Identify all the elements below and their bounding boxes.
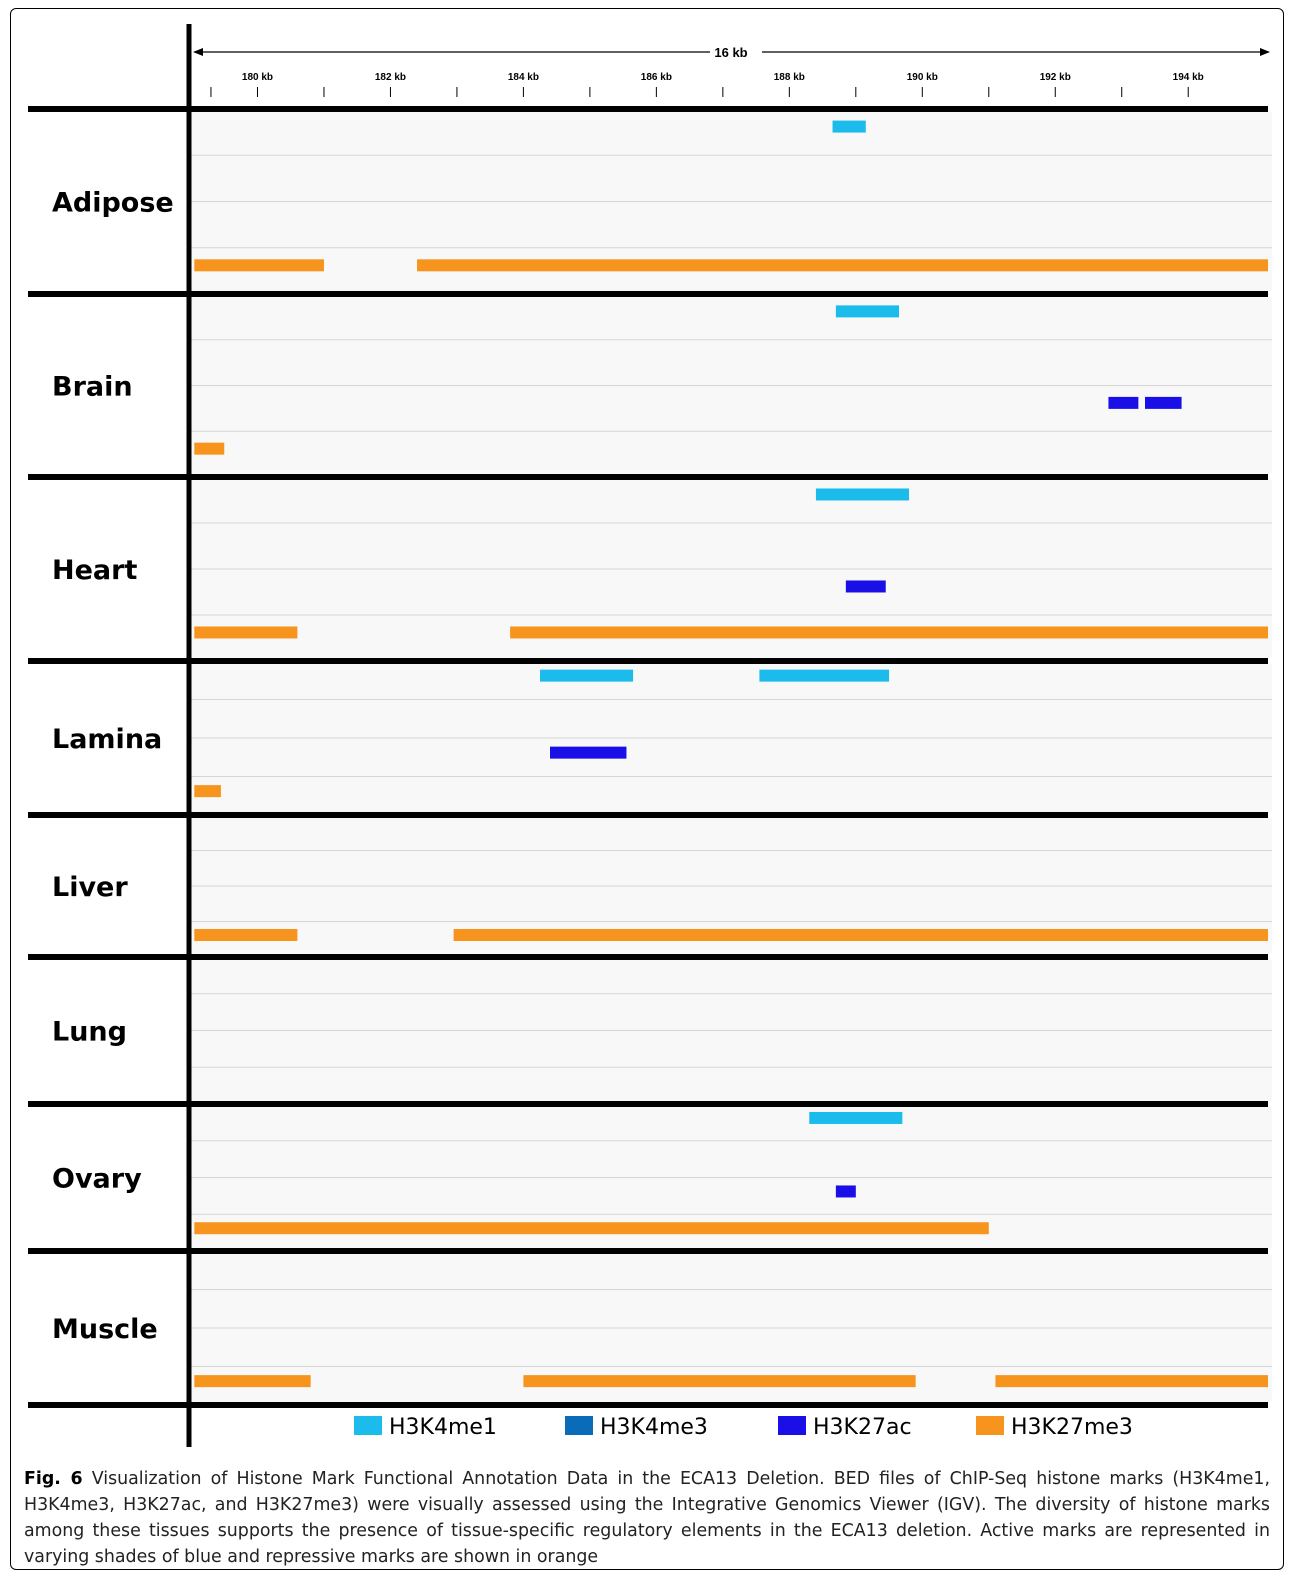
ruler-tick-label: 180 kb (242, 72, 273, 83)
tissue-label: Muscle (52, 1314, 158, 1345)
tissue-label: Ovary (52, 1164, 142, 1195)
ruler-tick-label: 190 kb (907, 72, 938, 83)
figure-caption: Fig. 6 Visualization of Histone Mark Fun… (24, 1466, 1270, 1570)
ruler-tick-label: 188 kb (774, 72, 805, 83)
feature-h3k4me1 (815, 488, 909, 501)
feature-h3k27me3 (194, 928, 298, 941)
legend-label: H3K27ac (813, 1415, 912, 1440)
caption-text: Visualization of Histone Mark Functional… (24, 1469, 1270, 1567)
ruler-tick-label: 194 kb (1173, 72, 1204, 83)
feature-h3k27me3 (194, 626, 298, 639)
ruler-tick-label: 186 kb (641, 72, 672, 83)
feature-h3k27ac (835, 1185, 856, 1198)
histone-track-figure: 16 kb 180 kb 182 kb 184 kb 186 kb 188 kb 190 k… (28, 24, 1272, 1447)
feature-h3k27me3 (194, 1222, 989, 1235)
ruler-tick-label: 192 kb (1040, 72, 1071, 83)
tissue-label: Lung (52, 1017, 127, 1048)
feature-h3k27ac (1108, 396, 1139, 409)
figure-label: Fig. 6 (24, 1469, 83, 1489)
legend-swatch (976, 1416, 1004, 1435)
legend-swatch (565, 1416, 593, 1435)
scale-label: 16 kb (714, 45, 747, 60)
feature-h3k27me3 (194, 1375, 311, 1388)
tissue-label: Liver (52, 872, 128, 903)
feature-h3k4me1 (540, 669, 634, 682)
ruler-tick-label: 184 kb (508, 72, 539, 83)
feature-h3k27me3 (453, 928, 1269, 941)
tissue-label: Lamina (52, 724, 162, 755)
feature-h3k27me3 (417, 259, 1268, 272)
scale-arrow-left (193, 48, 203, 56)
feature-h3k4me1 (759, 669, 890, 682)
feature-h3k27ac (845, 580, 886, 593)
tissue-label: Heart (52, 555, 137, 586)
legend-label: H3K27me3 (1011, 1415, 1133, 1440)
tissue-label: Brain (52, 372, 133, 403)
feature-h3k4me1 (809, 1111, 903, 1124)
legend-label: H3K4me3 (600, 1415, 708, 1440)
feature-h3k27me3 (194, 785, 221, 798)
legend-label: H3K4me1 (389, 1415, 497, 1440)
feature-h3k27ac (1145, 396, 1182, 409)
feature-h3k27me3 (194, 259, 324, 272)
tissue-label: Adipose (52, 188, 174, 219)
feature-h3k4me1 (835, 305, 900, 318)
feature-h3k27ac (550, 746, 627, 759)
feature-h3k27me3 (194, 442, 225, 455)
feature-h3k27me3 (510, 626, 1269, 639)
legend-swatch (354, 1416, 382, 1435)
scale-arrow-right (1260, 48, 1270, 56)
feature-h3k4me1 (832, 120, 866, 133)
legend-swatch (778, 1416, 806, 1435)
feature-h3k27me3 (995, 1375, 1268, 1388)
feature-h3k27me3 (523, 1375, 916, 1388)
ruler-tick-label: 182 kb (375, 72, 406, 83)
